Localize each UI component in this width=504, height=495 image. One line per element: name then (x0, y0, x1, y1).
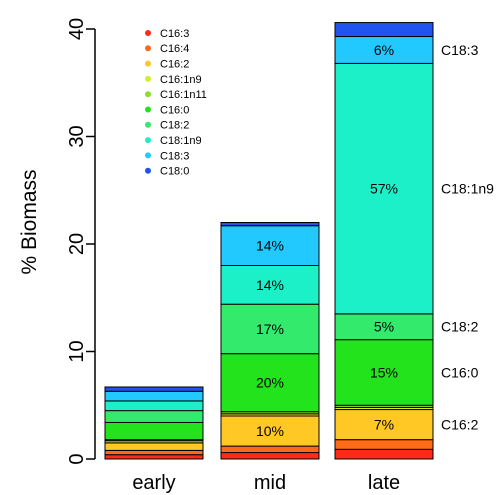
data-label-late-c181n9: 57% (370, 181, 398, 197)
data-label-mid-c181n9: 14% (256, 277, 284, 293)
legend-label: C16:0 (160, 104, 189, 116)
bar-segment-late-c180 (334, 22, 434, 38)
bar-segment-early-c162 (104, 442, 204, 451)
legend: C16:3 C16:4 C16:2 C16:1n9 C16:1n11 C16:0 C18:2… (145, 28, 207, 178)
y-axis: 0 10 20 30 40 (66, 18, 96, 465)
category-label-late: late (368, 472, 400, 494)
data-label-mid-c160: 20% (256, 375, 284, 391)
data-label-late-c183: 6% (374, 42, 394, 58)
side-label-c182: C18:2 (441, 319, 479, 335)
y-axis-label: % Biomass (18, 169, 41, 274)
bar-segment-early-c181n9 (104, 400, 204, 412)
data-label-late-c182: 5% (374, 319, 394, 335)
legend-marker (145, 121, 151, 128)
bar-segment-late-c160 (334, 339, 434, 406)
legend-marker (145, 60, 151, 67)
legend-label: C16:3 (160, 28, 189, 40)
bar-labels: early mid 10% 20% 17% 14% 14% late 7% 15% 5% 57% 6% C… (132, 42, 494, 494)
bar-segment-mid-c163 (220, 452, 320, 460)
category-label-early: early (132, 472, 175, 494)
bar-segment-early-c180 (104, 386, 204, 392)
side-label-c160: C16:0 (441, 364, 479, 380)
bar-segment-late-c162 (334, 409, 434, 441)
y-tick-label: 30 (66, 125, 88, 147)
bar-segment-mid-c180 (220, 222, 320, 227)
legend-marker (145, 137, 151, 144)
bar-segment-mid-c183 (220, 225, 320, 267)
legend-marker (145, 45, 151, 52)
legend-marker (145, 167, 151, 174)
legend-marker (145, 91, 151, 98)
bar-segment-late-c182 (334, 313, 434, 341)
legend-label: C16:1n9 (160, 74, 202, 86)
y-tick-label: 10 (66, 340, 88, 362)
legend-marker (145, 30, 151, 36)
bar-segment-late-c181n9 (334, 62, 434, 315)
side-label-c162: C16:2 (441, 417, 479, 433)
data-label-late-c162: 7% (374, 417, 394, 433)
bar-segment-late-c183 (334, 36, 434, 64)
data-label-mid-c182: 17% (256, 321, 284, 337)
bar-segment-early-c183 (104, 390, 204, 402)
legend-label: C16:2 (160, 58, 189, 70)
bars (104, 22, 434, 460)
side-label-c183: C18:3 (441, 42, 479, 58)
y-tick-label: 0 (66, 453, 88, 464)
legend-marker (145, 75, 151, 82)
legend-label: C18:1n9 (160, 135, 202, 147)
data-label-late-c160: 15% (370, 364, 398, 380)
legend-label: C18:3 (160, 150, 189, 162)
bar-segment-early-c182 (104, 410, 204, 423)
legend-label: C16:1n11 (160, 89, 207, 101)
legend-label: C18:2 (160, 120, 189, 132)
bar-segment-early-c160 (104, 421, 204, 441)
category-label-mid: mid (254, 472, 286, 494)
bar-segment-early-c164 (104, 449, 204, 456)
data-label-mid-c162: 10% (256, 423, 284, 439)
legend-label: C18:0 (160, 166, 189, 178)
y-tick-label: 20 (66, 233, 88, 255)
legend-label: C16:4 (160, 43, 189, 55)
bar-segment-mid-c182 (220, 303, 320, 355)
bar-segment-late-c163 (334, 448, 434, 460)
bar-segment-early-c163 (104, 454, 204, 460)
legend-marker (145, 106, 151, 113)
data-label-mid-c183: 14% (256, 238, 284, 254)
bar-segment-mid-c181n9 (220, 265, 320, 305)
side-label-c181n9: C18:1n9 (441, 181, 494, 197)
bar-segment-mid-c164 (220, 445, 320, 454)
legend-marker (145, 152, 151, 159)
bar-segment-mid-c162 (220, 415, 320, 447)
y-tick-label: 40 (66, 18, 88, 40)
bar-segment-late-c164 (334, 439, 434, 450)
